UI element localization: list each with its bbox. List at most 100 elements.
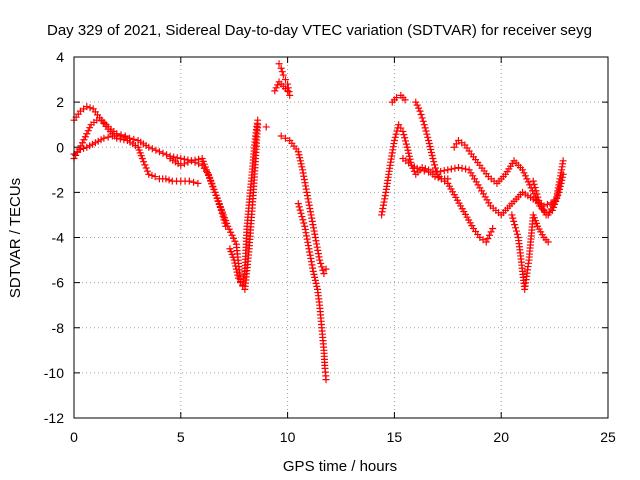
data-point [302,229,310,237]
data-point [307,211,315,219]
data-point [314,246,322,254]
data-point [72,151,80,159]
data-point [318,263,326,271]
data-point [300,175,308,183]
y-tick-label: 0 [56,139,64,155]
data-point [116,135,124,143]
data-point [416,107,424,115]
data-point [254,116,262,124]
data-point [84,127,92,135]
data-point [281,76,289,84]
data-point [284,80,292,88]
data-point [559,170,567,178]
data-point [309,267,317,275]
data-point [513,230,521,238]
data-point [311,273,319,281]
data-point [311,276,319,284]
data-point [380,198,388,206]
data-point [462,165,470,173]
data-point [309,264,317,272]
data-point [275,60,283,68]
data-point [298,163,306,171]
data-point [231,237,239,245]
data-point [126,134,134,142]
data-point [322,265,330,273]
data-point [401,134,409,142]
data-point [86,124,94,132]
data-point [420,167,428,175]
data-point [284,87,292,95]
data-point [405,149,413,157]
data-point [487,228,495,236]
data-point [533,190,541,198]
data-point [552,197,560,205]
data-point [416,166,424,174]
data-point [451,164,459,172]
data-point [558,173,566,181]
data-point [314,250,322,258]
data-point [308,261,316,269]
data-point [512,227,520,235]
data-point [312,237,320,245]
data-point [190,178,198,186]
data-point [484,235,492,243]
data-point [81,133,89,141]
data-point [402,137,410,145]
data-point [532,187,540,195]
data-point [489,224,497,232]
data-point [425,136,433,144]
data-point [180,160,188,168]
data-point [322,376,330,384]
data-point [406,155,414,163]
data-point [317,259,325,267]
data-point [152,146,160,154]
data-point [379,201,387,209]
data-point [302,185,310,193]
data-point [231,259,239,267]
data-point [279,71,287,79]
series-arc-9 [277,132,330,278]
data-point [425,139,433,147]
data-point [550,203,558,211]
series-arc-16 [508,211,552,293]
data-point [509,214,517,222]
data-point [79,139,87,147]
data-point [295,203,303,211]
data-point [454,164,462,172]
data-point [313,282,321,290]
data-point [315,253,323,261]
data-point [311,230,319,238]
data-point [444,166,452,174]
data-point [301,225,309,233]
data-point [294,148,302,156]
data-point [83,103,91,111]
data-point [100,134,108,142]
data-point [311,234,319,241]
data-point [310,227,318,235]
data-point [191,156,199,164]
chart-title: Day 329 of 2021, Sidereal Day-to-day VTE… [47,22,592,39]
data-point [303,232,311,240]
data-point [234,271,242,279]
data-point [437,167,445,175]
data-point [301,179,309,187]
series-arc-2 [70,114,202,187]
x-tick-label: 25 [600,429,616,445]
data-point [378,211,386,219]
data-point [306,251,314,259]
data-point [558,176,566,184]
data-point [104,133,112,141]
data-point [508,211,516,219]
data-point [419,117,427,125]
y-tick-label: 4 [56,49,64,65]
data-point [303,192,311,200]
data-point [511,221,519,229]
data-point [187,157,195,165]
y-tick-label: -6 [52,275,65,291]
y-axis-title: SDTVAR / TECUs [7,178,24,298]
data-point [177,155,185,163]
data-point [393,94,401,102]
data-point [285,88,293,96]
data-point [195,155,203,163]
series-arc-4 [166,121,262,293]
